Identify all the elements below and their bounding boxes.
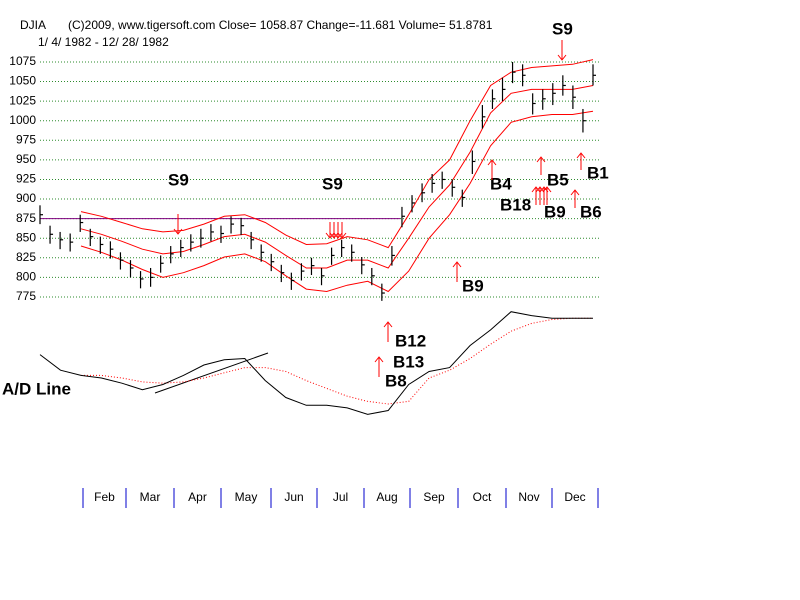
signal-label: B8 — [385, 371, 407, 390]
signal-arrow — [531, 186, 541, 205]
signal-arrow — [576, 152, 586, 170]
signal-arrow — [557, 40, 567, 61]
signal-label: B13 — [393, 352, 424, 371]
x-tick-label: Apr — [188, 490, 207, 504]
signal-label: B9 — [462, 276, 484, 295]
signal-arrow — [333, 222, 343, 239]
ad-average — [81, 317, 593, 405]
band-lower — [80, 110, 594, 293]
signal-arrow — [325, 222, 335, 239]
chart-subtitle: 1/ 4/ 1982 - 12/ 28/ 1982 — [38, 35, 169, 49]
signal-arrow — [542, 186, 552, 205]
x-tick-label: Jun — [284, 490, 303, 504]
y-tick-label: 900 — [16, 191, 36, 205]
y-tick-label: 950 — [16, 152, 36, 166]
ad-label: A/D Line — [2, 379, 71, 398]
signal-label: S9 — [322, 174, 343, 193]
signal-arrow — [536, 156, 546, 175]
x-tick-label: Jul — [333, 490, 348, 504]
signal-label: S9 — [168, 170, 189, 189]
signal-label: B4 — [490, 174, 512, 193]
signal-label: B18 — [500, 195, 531, 214]
signal-arrow — [535, 186, 545, 205]
chart-header: (C)2009, www.tigersoft.com Close= 1058.8… — [68, 18, 493, 32]
signal-label: B9 — [544, 202, 566, 221]
y-tick-label: 975 — [16, 132, 36, 146]
signal-arrow — [383, 321, 393, 342]
y-tick-label: 1000 — [9, 113, 36, 127]
y-tick-label: 875 — [16, 211, 36, 225]
y-tick-label: 1025 — [9, 93, 36, 107]
x-tick-label: Dec — [564, 490, 585, 504]
x-tick-label: Feb — [94, 490, 115, 504]
signal-label: B1 — [587, 163, 609, 182]
signal-label: B6 — [580, 202, 602, 221]
signal-arrow — [329, 222, 339, 239]
signal-arrow — [374, 356, 384, 377]
x-tick-label: Nov — [518, 490, 539, 504]
signal-label: S9 — [552, 19, 573, 38]
band-upper — [80, 59, 594, 249]
signal-arrow — [337, 222, 347, 239]
y-tick-label: 800 — [16, 270, 36, 284]
x-tick-label: Oct — [473, 490, 492, 504]
chart-title: DJIA — [20, 18, 46, 32]
ad-trendline — [154, 352, 269, 394]
ad-line — [39, 311, 593, 415]
y-tick-label: 850 — [16, 230, 36, 244]
y-tick-label: 1050 — [9, 74, 36, 88]
x-tick-label: May — [235, 490, 258, 504]
x-tick-label: Aug — [376, 490, 397, 504]
y-tick-label: 1075 — [9, 54, 36, 68]
signal-arrow — [487, 159, 497, 180]
signal-arrow — [173, 214, 183, 235]
x-tick-label: Mar — [140, 490, 161, 504]
signal-label: B12 — [395, 331, 426, 350]
y-tick-label: 825 — [16, 250, 36, 264]
y-tick-label: 925 — [16, 172, 36, 186]
band-middle — [80, 85, 594, 269]
signal-arrow — [452, 261, 462, 282]
signal-arrow — [570, 189, 580, 208]
x-tick-label: Sep — [423, 490, 445, 504]
signal-label: B5 — [547, 170, 569, 189]
y-tick-label: 775 — [16, 289, 36, 303]
